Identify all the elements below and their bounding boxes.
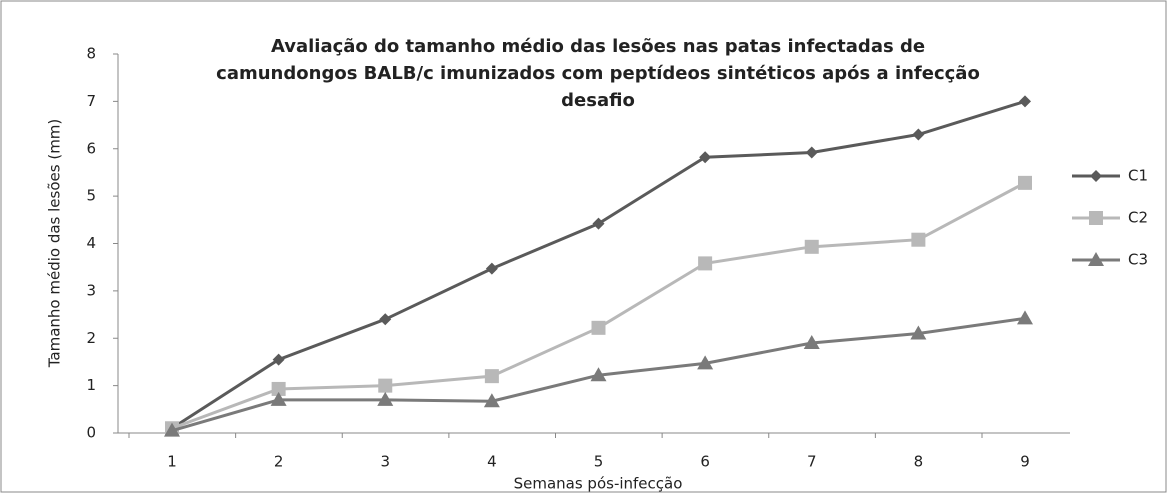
x-tick-label: 6: [700, 453, 710, 471]
legend-marker: [1090, 170, 1102, 182]
data-point: [483, 393, 500, 408]
data-point: [271, 381, 286, 396]
data-point: [803, 334, 820, 349]
y-tick-label: 0: [86, 424, 96, 442]
y-tick-label: 2: [86, 329, 96, 347]
y-axis-label: Tamanho médio das lesões (mm): [46, 119, 64, 369]
data-point: [591, 320, 606, 335]
chart-title: camundongos BALB/c imunizados com peptíd…: [216, 63, 980, 84]
x-tick-label: 9: [1020, 453, 1030, 471]
legend-marker: [1089, 211, 1103, 225]
y-tick-label: 1: [86, 376, 96, 394]
y-tick-label: 3: [86, 281, 96, 299]
x-tick-label: 3: [380, 453, 390, 471]
data-point: [272, 353, 285, 366]
y-tick-label: 4: [86, 234, 96, 252]
data-point: [485, 262, 498, 275]
x-tick-label: 4: [487, 453, 497, 471]
data-point: [590, 367, 607, 382]
data-point: [484, 369, 499, 384]
data-point: [1017, 310, 1033, 325]
data-point: [805, 146, 818, 159]
data-point: [270, 391, 287, 406]
x-tick-label: 5: [594, 453, 604, 471]
y-tick-label: 8: [86, 45, 96, 63]
legend-label: C2: [1128, 209, 1148, 227]
data-point: [377, 391, 394, 406]
chart-title: desafio: [561, 90, 635, 111]
legend-label: C3: [1128, 251, 1148, 269]
x-tick-label: 1: [167, 453, 177, 471]
data-point: [698, 256, 713, 271]
x-tick-label: 2: [274, 453, 284, 471]
x-axis-label: Semanas pós-infecção: [514, 475, 683, 493]
y-tick-label: 7: [86, 92, 96, 110]
data-point: [378, 378, 393, 393]
data-point: [1019, 95, 1031, 108]
data-point: [910, 325, 927, 340]
data-point: [592, 217, 605, 230]
y-tick-label: 5: [86, 187, 96, 205]
y-tick-label: 6: [86, 139, 96, 157]
x-tick-label: 8: [914, 453, 924, 471]
legend-label: C1: [1128, 167, 1148, 185]
data-point: [379, 313, 392, 326]
data-point: [912, 128, 925, 141]
data-point: [699, 151, 712, 164]
data-point: [697, 355, 714, 370]
chart-title: Avaliação do tamanho médio das lesões na…: [271, 36, 925, 57]
x-tick-label: 7: [807, 453, 817, 471]
legend-marker: [1088, 252, 1104, 266]
data-point: [164, 422, 180, 437]
data-point: [911, 232, 926, 247]
data-point: [1018, 175, 1032, 190]
data-point: [804, 239, 819, 254]
